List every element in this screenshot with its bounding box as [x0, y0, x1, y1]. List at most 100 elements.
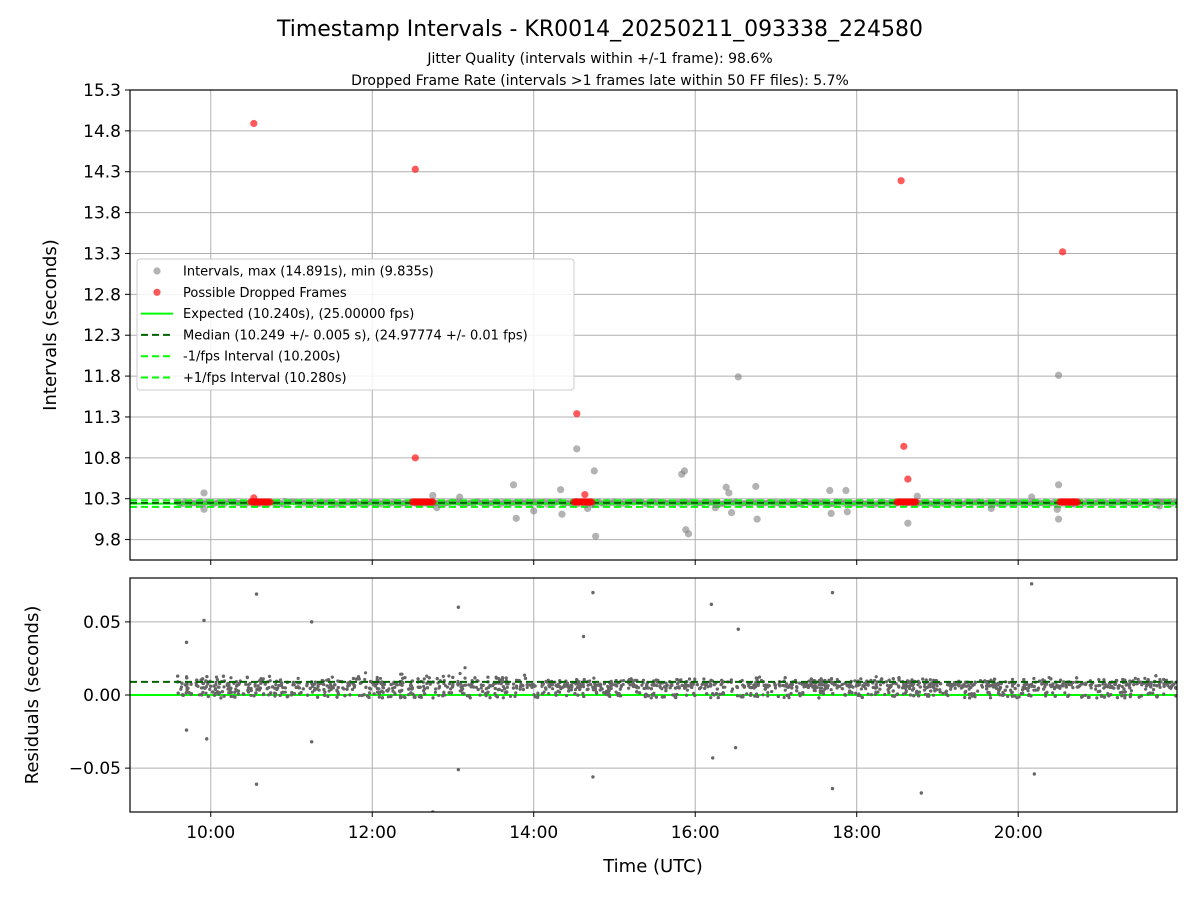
residual-point: [1027, 686, 1031, 690]
residual-point: [558, 685, 562, 689]
residual-point: [748, 693, 753, 697]
residual-point: [695, 683, 700, 687]
top-ytick-label-2: 10.8: [83, 449, 121, 469]
residual-point: [380, 696, 385, 700]
residual-point: [807, 684, 811, 688]
residual-point: [802, 685, 806, 689]
residual-point: [290, 693, 294, 697]
residual-point: [265, 687, 269, 691]
residual-point: [569, 688, 574, 692]
residual-point: [285, 695, 289, 699]
residual-point: [1010, 694, 1015, 698]
interval-point: [711, 504, 720, 512]
residual-point: [180, 681, 184, 685]
residual-point: [400, 688, 404, 692]
residual-point: [1137, 695, 1141, 699]
residual-point: [835, 684, 840, 688]
residual-point: [422, 677, 426, 681]
residual-point: [766, 690, 770, 695]
residual-point: [489, 684, 493, 688]
residual-point: [380, 689, 384, 693]
residual-point: [1010, 677, 1015, 681]
residual-point: [998, 693, 1002, 697]
residual-point: [883, 692, 887, 697]
residual-point: [755, 677, 759, 681]
residual-point: [1122, 687, 1126, 691]
residual-point: [1009, 688, 1013, 692]
top-ytick-label-9: 14.3: [83, 163, 121, 183]
residual-point: [267, 674, 272, 678]
residual-point: [180, 693, 185, 697]
residual-point: [253, 684, 257, 688]
residual-point: [988, 696, 993, 700]
residual-point: [1123, 693, 1127, 698]
residual-point: [533, 684, 537, 688]
residual-point: [720, 678, 724, 682]
residual-point: [364, 685, 368, 689]
residual-point: [1041, 678, 1045, 682]
residual-point: [821, 692, 826, 696]
residual-point: [586, 687, 590, 691]
residual-point: [445, 685, 450, 689]
interval-point: [1053, 505, 1061, 513]
residual-point: [442, 690, 446, 694]
residual-point: [627, 678, 632, 682]
residual-point: [185, 686, 189, 690]
residual-point: [296, 676, 300, 680]
residual-point: [259, 678, 263, 682]
residual-point: [860, 695, 864, 700]
residual-point: [591, 590, 595, 595]
residual-point: [309, 740, 314, 744]
residual-point: [586, 683, 590, 687]
residual-point: [721, 685, 725, 689]
residual-point: [504, 676, 508, 680]
residual-point: [1067, 693, 1071, 697]
residual-point: [501, 685, 506, 689]
residual-point: [497, 687, 501, 691]
residual-point: [458, 671, 462, 676]
residual-point: [690, 684, 694, 688]
residual-point: [658, 685, 662, 689]
residual-point: [205, 737, 209, 741]
top-ytick-label-5: 12.3: [83, 326, 121, 346]
residual-point: [235, 689, 239, 693]
residual-point: [393, 685, 397, 689]
residual-point: [247, 683, 251, 687]
residual-point: [602, 690, 606, 695]
residual-point: [581, 682, 585, 686]
residual-point: [1135, 682, 1139, 686]
residual-point: [261, 692, 266, 696]
residual-point: [185, 676, 189, 680]
residual-point: [739, 694, 743, 698]
residual-point: [789, 691, 793, 696]
dropped-frame-point: [266, 498, 274, 506]
residual-point: [434, 687, 438, 691]
residual-point: [530, 685, 534, 689]
residual-point: [904, 690, 908, 694]
residual-point: [458, 682, 463, 686]
residual-point: [202, 618, 206, 623]
residual-point: [245, 675, 249, 680]
residual-point: [407, 687, 411, 691]
residual-point: [548, 682, 552, 686]
residual-point: [254, 782, 259, 786]
residual-point: [1158, 677, 1162, 682]
residual-point: [993, 682, 997, 686]
residual-point: [1146, 692, 1150, 696]
residual-point: [829, 688, 833, 692]
residual-point: [427, 676, 431, 680]
chart-title: Timestamp Intervals - KR0014_20250211_09…: [276, 17, 923, 42]
residual-point: [1024, 686, 1028, 691]
residual-point: [1006, 694, 1010, 699]
residual-point: [544, 686, 548, 690]
residual-point: [1015, 696, 1019, 700]
residual-point: [481, 683, 485, 688]
residual-point: [527, 683, 532, 687]
residual-point: [256, 687, 261, 691]
residual-point: [505, 690, 509, 694]
residual-point: [573, 691, 577, 696]
residual-point: [918, 685, 922, 689]
residual-point: [912, 694, 916, 698]
residual-point: [1116, 684, 1120, 689]
residual-point: [437, 686, 441, 690]
